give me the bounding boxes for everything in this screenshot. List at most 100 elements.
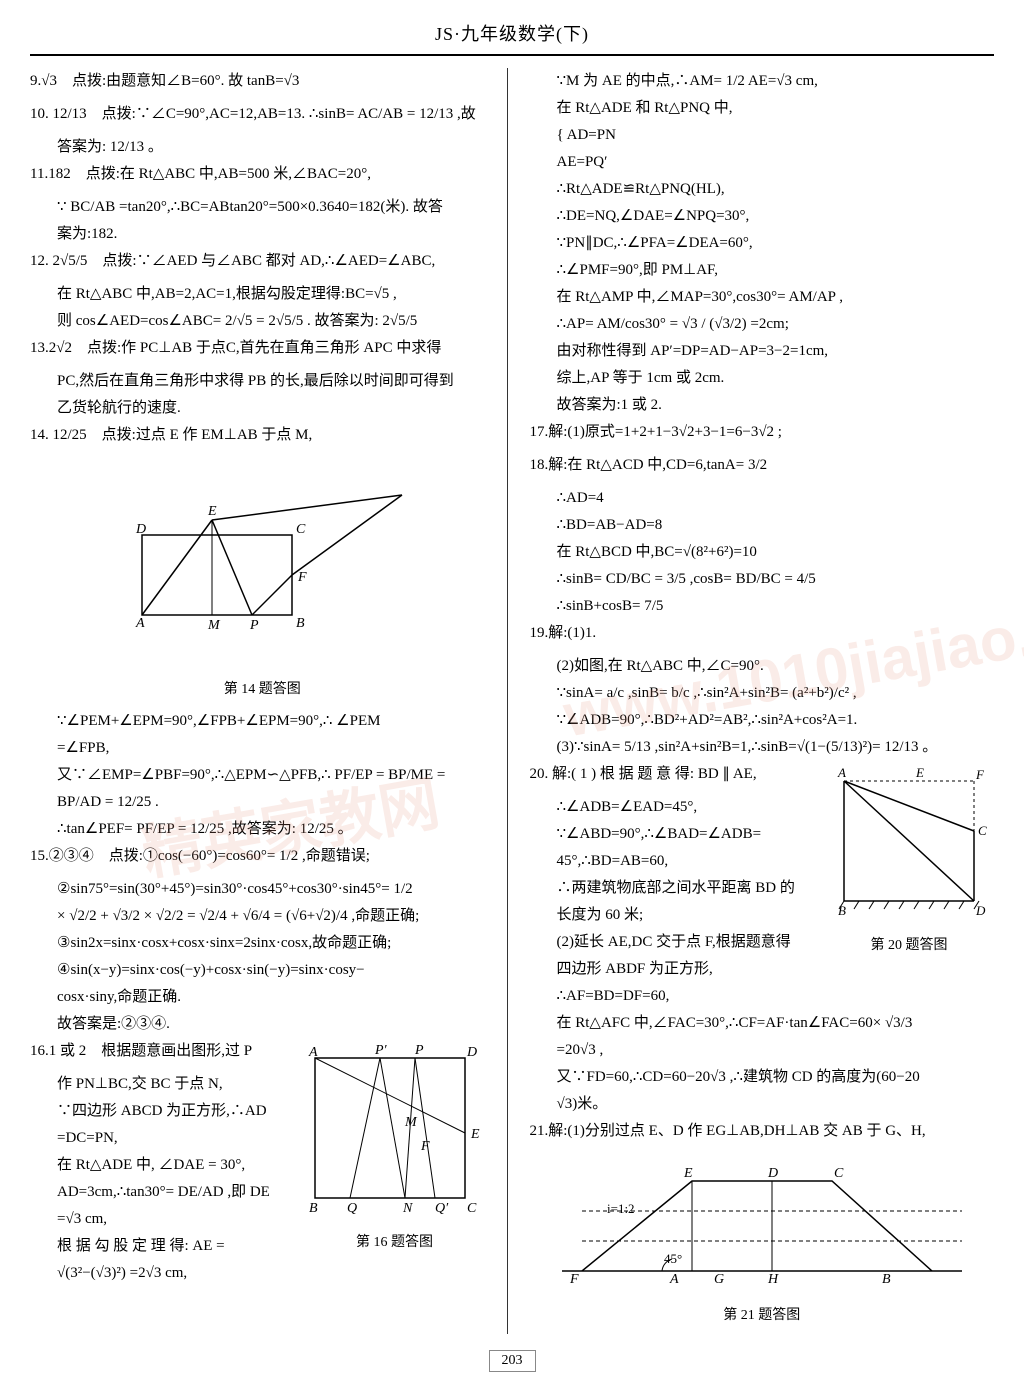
svg-text:B: B <box>882 1272 891 1287</box>
svg-text:E: E <box>915 765 924 780</box>
svg-text:D: D <box>975 903 986 918</box>
svg-text:C: C <box>978 823 987 838</box>
r12: 综上,AP 等于 1cm 或 2cm. <box>530 365 995 392</box>
svg-text:P: P <box>414 1043 424 1058</box>
q15-line1: 15.②③④ 点拨:①cos(−60°)=cos60°= 1/2 ,命题错误; <box>30 843 495 870</box>
figure-20: A E F C B D 第 20 题答图 <box>824 761 994 958</box>
q19-line4: ∵∠ADB=90°,∴BD²+AD²=AB²,∴sin²A+cos²A=1. <box>530 707 995 734</box>
svg-text:D: D <box>767 1166 778 1181</box>
q17: 17.解:(1)原式=1+2+1−3√2+3−1=6−3√2 ; <box>530 419 995 446</box>
r3: { AD=PN <box>530 122 995 149</box>
r5: ∴Rt△ADE≌Rt△PNQ(HL), <box>530 176 995 203</box>
figure-16: A D B C P′ P E Q N Q′ M F 第 16 题答图 <box>295 1038 495 1255</box>
svg-text:F: F <box>975 767 985 782</box>
page: JS·九年级数学(下) 9.√3 点拨:由题意知∠B=60°. 故 tanB=√… <box>0 0 1024 1392</box>
r4: AE=PQ′ <box>530 149 995 176</box>
q19-line2: (2)如图,在 Rt△ABC 中,∠C=90°. <box>530 653 995 680</box>
r6: ∴DE=NQ,∠DAE=∠NPQ=30°, <box>530 203 995 230</box>
figure-20-caption: 第 20 题答图 <box>824 933 994 958</box>
r1: ∵M 为 AE 的中点,∴AM= 1/2 AE=√3 cm, <box>530 68 995 95</box>
r13: 故答案为:1 或 2. <box>530 392 995 419</box>
figure-16-caption: 第 16 题答图 <box>295 1230 495 1255</box>
q12-line2: 在 Rt△ABC 中,AB=2,AC=1,根据勾股定理得:BC=√5 , <box>30 281 495 308</box>
svg-text:C: C <box>834 1166 844 1181</box>
svg-text:45°: 45° <box>664 1251 682 1266</box>
q18-line3: ∴BD=AB−AD=8 <box>530 512 995 539</box>
page-number-box: 203 <box>30 1350 994 1372</box>
q20-line9: ∴AF=BD=DF=60, <box>530 983 995 1010</box>
page-number: 203 <box>489 1350 536 1372</box>
svg-text:N: N <box>402 1201 413 1216</box>
q20-line12: 又∵FD=60,∴CD=60−20√3 ,∴建筑物 CD 的高度为(60−20 <box>530 1064 995 1091</box>
svg-text:Q: Q <box>347 1201 357 1216</box>
q15-line2: ②sin75°=sin(30°+45°)=sin30°·cos45°+cos30… <box>30 876 495 903</box>
q13-line1: 13.2√2 点拨:作 PC⊥AB 于点C,首先在直角三角形 APC 中求得 <box>30 335 495 362</box>
q12-line3: 则 cos∠AED=cos∠ABC= 2/√5 = 2√5/5 . 故答案为: … <box>30 308 495 335</box>
svg-text:B: B <box>309 1201 318 1216</box>
figure-14: D C A B E M P F 第 14 题答图 <box>30 455 495 702</box>
svg-text:C: C <box>467 1201 477 1216</box>
q13-line3: 乙货轮航行的速度. <box>30 395 495 422</box>
q14-line6: ∴tan∠PEF= PF/EP = 12/25 ,故答案为: 12/25 。 <box>30 816 495 843</box>
q10-line2: 答案为: 12/13 。 <box>30 134 495 161</box>
figure-21-caption: 第 21 题答图 <box>530 1303 995 1328</box>
r2: 在 Rt△ADE 和 Rt△PNQ 中, <box>530 95 995 122</box>
q13-line2: PC,然后在直角三角形中求得 PB 的长,最后除以时间即可得到 <box>30 368 495 395</box>
q11-line2: ∵ BC/AB =tan20°,∴BC=ABtan20°=500×0.3640=… <box>30 194 495 221</box>
columns: 9.√3 点拨:由题意知∠B=60°. 故 tanB=√3 10. 12/13 … <box>30 68 994 1334</box>
q20-line11: =20√3 , <box>530 1037 995 1064</box>
q12-line1: 12. 2√5/5 点拨:∵∠AED 与∠ABC 都对 AD,∴∠AED=∠AB… <box>30 248 495 275</box>
q14-line4: 又∵∠EMP=∠PBF=90°,∴△EPM∽△PFB,∴ PF/EP = BP/… <box>30 762 495 789</box>
figure-14-caption: 第 14 题答图 <box>30 677 495 702</box>
q19-line3: ∵sinA= a/c ,sinB= b/c ,∴sin²A+sin²B= (a²… <box>530 680 995 707</box>
q11-line3: 案为:182. <box>30 221 495 248</box>
q14-line1: 14. 12/25 点拨:过点 E 作 EM⊥AB 于点 M, <box>30 422 495 449</box>
right-column: ∵M 为 AE 的中点,∴AM= 1/2 AE=√3 cm, 在 Rt△ADE … <box>518 68 995 1334</box>
r7: ∵PN∥DC,∴∠PFA=∠DEA=60°, <box>530 230 995 257</box>
q14-line5: BP/AD = 12/25 . <box>30 789 495 816</box>
svg-text:E: E <box>207 504 217 519</box>
page-header: JS·九年级数学(下) <box>30 20 994 56</box>
q14-line2: ∵∠PEM+∠EPM=90°,∠FPB+∠EPM=90°,∴ ∠PEM <box>30 708 495 735</box>
svg-text:B: B <box>838 903 846 918</box>
r10: ∴AP= AM/cos30° = √3 / (√3/2) =2cm; <box>530 311 995 338</box>
svg-text:E: E <box>683 1166 693 1181</box>
r8: ∴∠PMF=90°,即 PM⊥AF, <box>530 257 995 284</box>
q21-line1: 21.解:(1)分别过点 E、D 作 EG⊥AB,DH⊥AB 交 AB 于 G、… <box>530 1118 995 1145</box>
q18-line5: ∴sinB= CD/BC = 3/5 ,cosB= BD/BC = 4/5 <box>530 566 995 593</box>
svg-text:A: A <box>837 765 846 780</box>
q14-line3: =∠FPB, <box>30 735 495 762</box>
svg-text:F: F <box>297 570 307 585</box>
q15-line6: cosx·siny,命题正确. <box>30 984 495 1011</box>
svg-text:G: G <box>714 1272 724 1287</box>
svg-text:D: D <box>466 1045 477 1060</box>
q19-line5: (3)∵sinA= 5/13 ,sin²A+sin²B=1,∴sinB=√(1−… <box>530 734 995 761</box>
svg-text:Q′: Q′ <box>435 1201 449 1216</box>
svg-text:D: D <box>135 522 146 537</box>
r9: 在 Rt△AMP 中,∠MAP=30°,cos30°= AM/AP , <box>530 284 995 311</box>
svg-text:B: B <box>296 616 305 631</box>
q20-line13: √3)米。 <box>530 1091 995 1118</box>
svg-text:A: A <box>308 1045 318 1060</box>
svg-text:F: F <box>569 1272 579 1287</box>
left-column: 9.√3 点拨:由题意知∠B=60°. 故 tanB=√3 10. 12/13 … <box>30 68 508 1334</box>
svg-text:E: E <box>470 1127 480 1142</box>
q20-line8: 四边形 ABDF 为正方形, <box>530 956 995 983</box>
svg-text:P′: P′ <box>374 1043 388 1058</box>
svg-text:A: A <box>135 616 145 631</box>
q15-line7: 故答案是:②③④. <box>30 1011 495 1038</box>
q9: 9.√3 点拨:由题意知∠B=60°. 故 tanB=√3 <box>30 68 495 95</box>
q16-line9: √(3²−(√3)²) =2√3 cm, <box>30 1260 495 1287</box>
figure-21: F A G H B E D C i=1:2 45° 第 21 题答图 <box>530 1151 995 1328</box>
q18-line2: ∴AD=4 <box>530 485 995 512</box>
q15-line3: × √2/2 + √3/2 × √2/2 = √2/4 + √6/4 = (√6… <box>30 903 495 930</box>
q15-line4: ③sin2x=sinx·cosx+cosx·sinx=2sinx·cosx,故命… <box>30 930 495 957</box>
r11: 由对称性得到 AP′=DP=AD−AP=3−2=1cm, <box>530 338 995 365</box>
svg-text:C: C <box>296 522 306 537</box>
q18-line6: ∴sinB+cosB= 7/5 <box>530 593 995 620</box>
svg-text:A: A <box>669 1272 679 1287</box>
svg-text:H: H <box>767 1272 779 1287</box>
q10-line1: 10. 12/13 点拨:∵∠C=90°,AC=12,AB=13. ∴sinB=… <box>30 101 495 128</box>
q18-line4: 在 Rt△BCD 中,BC=√(8²+6²)=10 <box>530 539 995 566</box>
q18-line1: 18.解:在 Rt△ACD 中,CD=6,tanA= 3/2 <box>530 452 995 479</box>
